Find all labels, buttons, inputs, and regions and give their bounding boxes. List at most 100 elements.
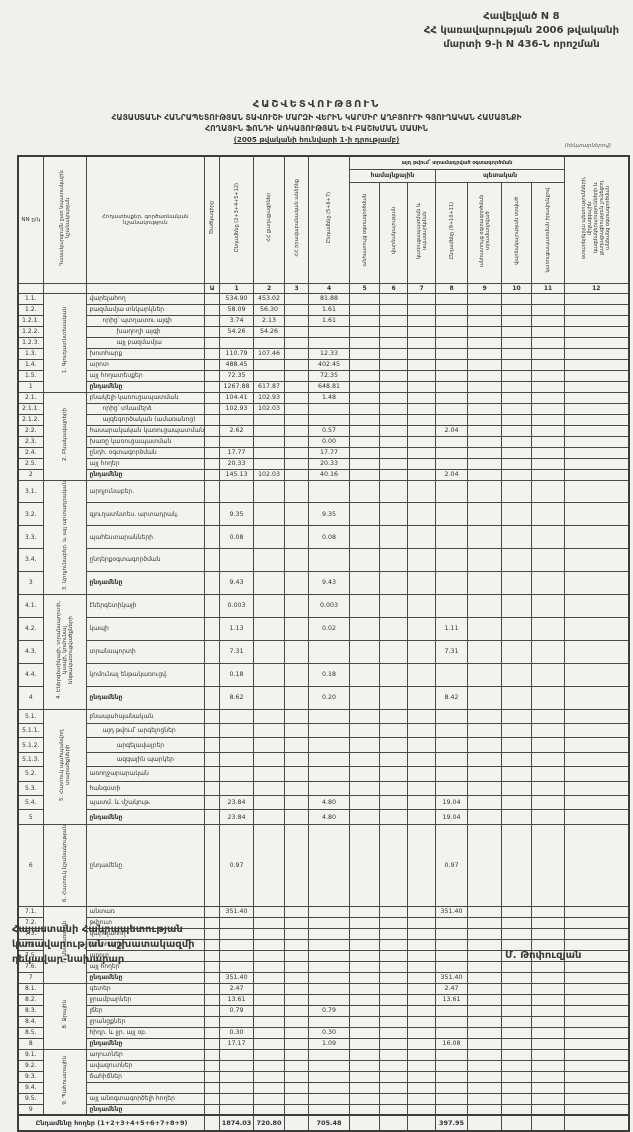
- value-c11: [531, 938, 566, 951]
- value-c7: [407, 325, 437, 338]
- appendix-reference: Հավելված N 8 ՀՀ կառավարության 2006 թվակա…: [424, 10, 619, 52]
- col-header-name: Հողատեսքեր, գործառնական նշանակություն: [85, 155, 206, 284]
- value-c2: [253, 751, 286, 768]
- value-c10: [501, 927, 533, 940]
- value-c8: [435, 347, 469, 360]
- value-c3: [284, 446, 310, 459]
- value-c3: [284, 1092, 310, 1105]
- value-c3: [284, 708, 310, 725]
- value-c6: [379, 685, 409, 710]
- value-c9: [467, 1070, 503, 1083]
- value-c6: [379, 1103, 409, 1116]
- value-c8: [435, 525, 469, 549]
- row-number: 2.1.2.: [17, 413, 44, 426]
- value-c1: 534.90: [219, 292, 255, 305]
- value-c1: 17.17: [219, 1037, 255, 1050]
- land-balance-table: NN ը/կ Դասակարգումն ըստ նպատակային նշանակ…: [17, 155, 630, 1132]
- value-c9: [467, 336, 503, 349]
- value-c8: 13.61: [435, 993, 469, 1006]
- table-row-1.2.3: 1.2.3. այլ բազմամյա: [17, 336, 630, 349]
- value-c12: [564, 993, 630, 1006]
- value-c9: [467, 993, 503, 1006]
- value-c2: [253, 662, 286, 687]
- report-title: ՀԱՇՎԵՏՎՈՒԹՅՈՒՆ: [252, 99, 381, 110]
- value-c5: [349, 1092, 381, 1105]
- value-c2: 54.26: [253, 325, 286, 338]
- value-c10: [501, 468, 533, 481]
- value-c10: [501, 971, 533, 984]
- value-c8: [435, 1059, 469, 1072]
- value-c8: [435, 960, 469, 973]
- value-c5: [349, 502, 381, 527]
- col-header-c4: Ընդամենը (5+6+7): [308, 155, 351, 284]
- row-number: 4.3.: [17, 639, 44, 664]
- value-c12: [564, 960, 630, 973]
- value-c12: [564, 457, 630, 470]
- value-c9: [467, 314, 503, 327]
- land-type-name: խոտհարք: [85, 347, 206, 360]
- table-row-1: 1 ընդամենը 1267.88 617.87 648.81: [17, 380, 630, 393]
- value-c4: [308, 927, 351, 940]
- value-c6: [379, 766, 409, 782]
- value-c7: [407, 927, 437, 940]
- value-c4: [308, 780, 351, 796]
- value-cA: [204, 1070, 221, 1083]
- value-c9: [467, 1015, 503, 1028]
- value-c12: [564, 347, 630, 360]
- land-type-name: այլ հողատեսքեր: [85, 369, 206, 382]
- value-c10: [501, 347, 533, 360]
- value-c12: [564, 369, 630, 382]
- value-c7: [407, 708, 437, 725]
- value-c3: [284, 639, 310, 664]
- value-c3: [284, 823, 310, 907]
- value-c7: [407, 780, 437, 796]
- value-c1: 3.74: [219, 314, 255, 327]
- value-c9: [467, 766, 503, 782]
- value-c8: [435, 927, 469, 940]
- value-c5: [349, 1015, 381, 1028]
- value-c6: [379, 639, 409, 664]
- value-c9: [467, 358, 503, 371]
- value-c5: [349, 547, 381, 572]
- value-c7: [407, 1103, 437, 1116]
- value-c2: [253, 1081, 286, 1094]
- value-c1: [219, 1092, 255, 1105]
- land-type-name: ընդերքօգտագործման: [85, 547, 206, 572]
- official-title-line2: կառավարության աշխատակազմի: [12, 939, 195, 950]
- value-c9: [467, 525, 503, 549]
- table-row-2.1.1: 2.1.1. որից՝ տնամերձ 102.93 102.03: [17, 402, 630, 415]
- value-c4: 0.003: [308, 593, 351, 618]
- section-label-5: 5. Հատուկ պահպանվող տարածքների: [42, 708, 87, 825]
- value-c5: [349, 314, 381, 327]
- value-c8: [435, 766, 469, 782]
- value-c9: [467, 1026, 503, 1039]
- value-c9: [467, 547, 503, 572]
- land-type-name: խաղողի այգի: [85, 325, 206, 338]
- value-c6: [379, 593, 409, 618]
- row-number: 9.2.: [17, 1059, 44, 1072]
- value-c6: [379, 1059, 409, 1072]
- value-c4: 0.79: [308, 1004, 351, 1017]
- value-c4: [308, 639, 351, 664]
- value-c6: [379, 823, 409, 907]
- land-type-name: ավազուտներ: [85, 1059, 206, 1072]
- value-c3: [284, 325, 310, 338]
- value-c12: [564, 780, 630, 796]
- value-c3: [284, 502, 310, 527]
- value-c11: [531, 927, 566, 940]
- value-c11: [531, 303, 566, 316]
- report-subject: ՀՈՂԱՅԻՆ ՖՈՆԴԻ ԱՌԿԱՅՈՒԹՅԱՆ ԵՎ ԲԱՇԽՄԱՆ ՄԱՍ…: [205, 124, 428, 133]
- value-c10: [501, 1070, 533, 1083]
- value-c1: [219, 479, 255, 504]
- value-cA: [204, 616, 221, 641]
- land-type-name: վարելահող: [85, 292, 206, 305]
- table-row-2.3: 2.3. խառը կառուցապատման 0.00: [17, 435, 630, 448]
- land-type-name: այլ հողեր: [85, 457, 206, 470]
- row-number: 2.3.: [17, 435, 44, 448]
- table-row-4.1: 4.1. 4. Էներգետիկայի, տրանսպորտի, կապի, կ…: [17, 593, 630, 710]
- value-c9: [467, 780, 503, 796]
- value-c2: [253, 525, 286, 549]
- value-c7: [407, 949, 437, 962]
- table-row-4.2: 4.2. կապի 1.13 0.02 1.11: [17, 616, 630, 641]
- value-c3: [284, 292, 310, 305]
